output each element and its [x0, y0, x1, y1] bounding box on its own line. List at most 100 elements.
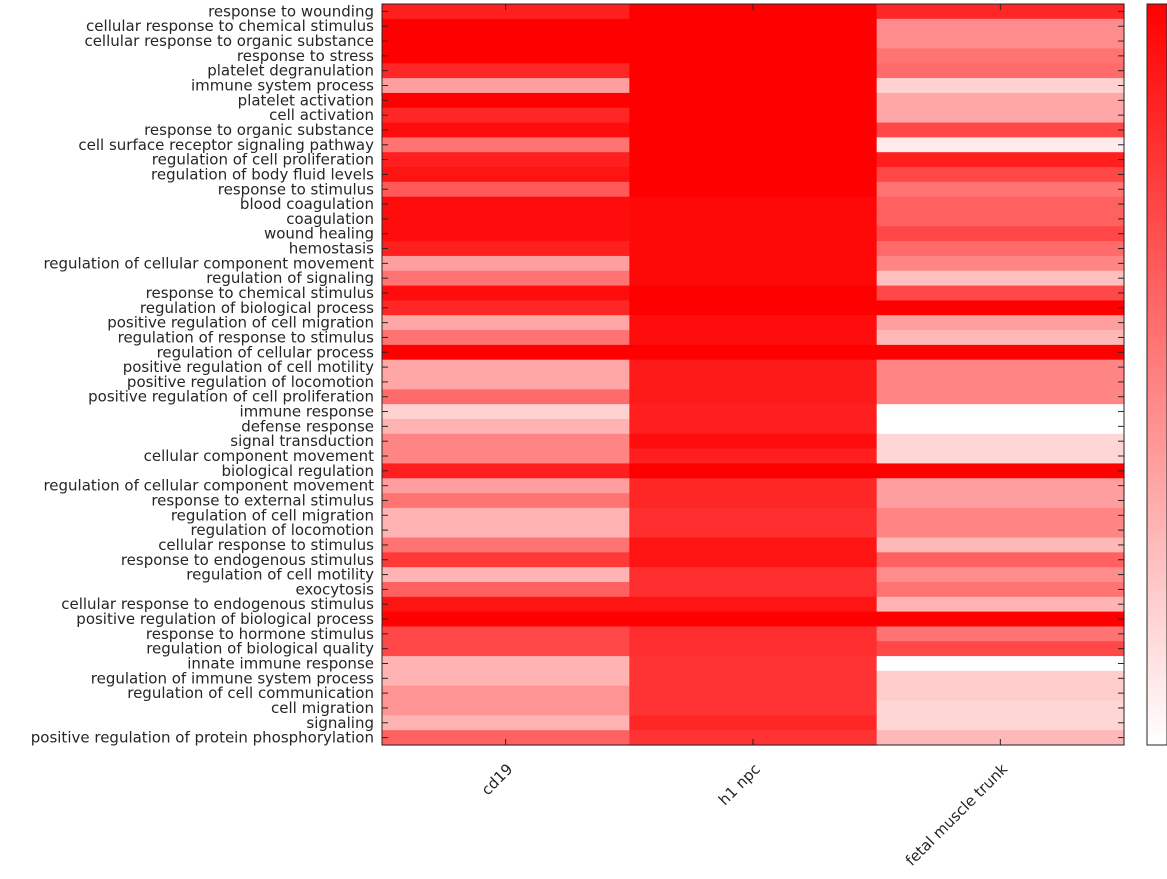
heatmap-cell [876, 596, 1125, 613]
row-label: regulation of response to stimulus [118, 328, 375, 346]
heatmap-cell [382, 567, 630, 583]
row-label: regulation of signaling [206, 269, 374, 287]
heatmap-cell [629, 448, 878, 465]
heatmap-cell [876, 507, 1125, 524]
heatmap-cell [876, 463, 1125, 479]
heatmap-cell [629, 196, 878, 213]
row-label: regulation of locomotion [191, 521, 374, 539]
heatmap-cell [382, 344, 630, 361]
heatmap-cell [629, 374, 878, 390]
heatmap-cell [382, 4, 630, 20]
heatmap-cell [876, 359, 1125, 376]
heatmap-cell [382, 730, 630, 746]
heatmap-cell [876, 196, 1125, 213]
heatmap-cell [876, 285, 1125, 301]
column-label: fetal muscle trunk [902, 760, 1012, 870]
heatmap-cell [629, 330, 878, 346]
heatmap-cell [876, 626, 1125, 642]
heatmap-cell [629, 685, 878, 702]
heatmap-cell [629, 270, 878, 287]
row-label: regulation of cell proliferation [152, 151, 374, 169]
heatmap-cell [876, 92, 1125, 109]
heatmap-cell [382, 596, 630, 613]
heatmap-cell [382, 463, 630, 479]
heatmap-cell [629, 730, 878, 746]
heatmap-cell [629, 418, 878, 435]
heatmap-cell [629, 152, 878, 168]
row-label: response to hormone stimulus [146, 625, 374, 643]
row-label: cellular response to chemical stimulus [86, 17, 374, 35]
row-label: positive regulation of cell proliferatio… [88, 388, 374, 406]
heatmap-cell [382, 181, 630, 198]
heatmap-cell [876, 374, 1125, 390]
heatmap-cell [382, 359, 630, 376]
heatmap-cell [382, 330, 630, 346]
heatmap-cell [876, 63, 1125, 79]
row-label: immune response [239, 403, 374, 421]
heatmap-cell [382, 241, 630, 257]
heatmap-cell [382, 493, 630, 509]
row-label: blood coagulation [240, 195, 374, 213]
heatmap-cell [876, 152, 1125, 168]
heatmap-cell [876, 700, 1125, 716]
heatmap-cell [629, 181, 878, 198]
heatmap-cell [876, 255, 1125, 272]
row-label: regulation of cell motility [186, 566, 374, 584]
heatmap-cell [382, 448, 630, 465]
heatmap-cell [876, 685, 1125, 702]
row-label: signaling [306, 714, 374, 732]
heatmap-cell [382, 374, 630, 390]
row-label: platelet degranulation [207, 62, 374, 80]
heatmap-cell [382, 670, 630, 687]
column-label: cd19 [478, 760, 517, 799]
heatmap-cell [382, 433, 630, 450]
heatmap-cell [876, 4, 1125, 20]
heatmap-cell [629, 552, 878, 568]
heatmap-cell [876, 389, 1125, 405]
row-label: cellular response to stimulus [158, 536, 374, 554]
heatmap-cell [876, 537, 1125, 553]
row-label: defense response [241, 417, 374, 435]
heatmap-cell [382, 167, 630, 183]
heatmap-cell [382, 18, 630, 35]
heatmap-cell [876, 226, 1125, 242]
row-label: cell surface receptor signaling pathway [78, 136, 374, 154]
heatmap-cell [876, 611, 1125, 628]
heatmap-cell [382, 63, 630, 79]
plot-axes [381, 3, 1125, 746]
row-label: regulation of cell migration [171, 506, 374, 524]
heatmap-cell [382, 285, 630, 301]
heatmap-cell [382, 211, 630, 227]
heatmap-cell [629, 33, 878, 50]
row-label: positive regulation of protein phosphory… [31, 729, 374, 747]
heatmap-cell [876, 418, 1125, 435]
heatmap-cell [382, 300, 630, 316]
heatmap-cell [629, 48, 878, 64]
colorbar-gradient [1146, 3, 1167, 746]
heatmap-cell [382, 48, 630, 64]
heatmap-cell [382, 404, 630, 420]
heatmap-cell [876, 137, 1125, 153]
heatmap-cell [876, 715, 1125, 731]
row-label: response to chemical stimulus [146, 284, 375, 302]
row-label: regulation of cell communication [127, 684, 374, 702]
heatmap-cell [876, 48, 1125, 64]
heatmap-cell [629, 404, 878, 420]
heatmap-cell [876, 33, 1125, 50]
heatmap-cell [629, 507, 878, 524]
row-label: regulation of immune system process [91, 669, 374, 687]
heatmap-cell [382, 107, 630, 124]
row-label: regulation of body fluid levels [151, 165, 374, 183]
row-label: immune system process [191, 77, 374, 95]
row-label: platelet activation [238, 91, 374, 109]
heatmap-cell [876, 78, 1125, 94]
heatmap-cell [629, 78, 878, 94]
heatmap-cell [876, 330, 1125, 346]
row-label: regulation of cellular component movemen… [43, 477, 374, 495]
heatmap-cell [876, 552, 1125, 568]
row-label: positive regulation of locomotion [127, 373, 374, 391]
heatmap-cell [629, 641, 878, 657]
heatmap-cell [629, 344, 878, 361]
heatmap-cell [382, 152, 630, 168]
row-label: exocytosis [295, 580, 374, 598]
